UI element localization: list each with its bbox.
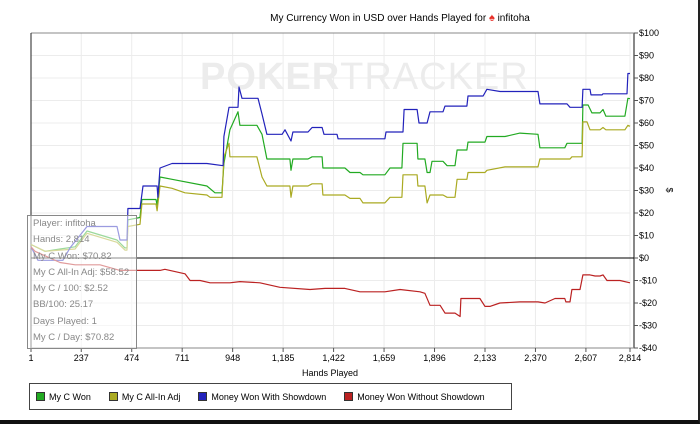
x-tick-label: 2,133 xyxy=(474,353,497,363)
y-tick-label: $0 xyxy=(639,253,649,263)
x-tick-label: 711 xyxy=(175,353,189,363)
stat-player: Player: infitoha xyxy=(33,218,96,229)
chart-title: My Currency Won in USD over Hands Played… xyxy=(0,12,700,24)
stat-days-played: Days Played: 1 xyxy=(33,315,97,327)
series-won-with-showdown-line xyxy=(30,72,630,261)
stat-allin-adj: My C All-In Adj: $58.52 xyxy=(33,266,130,278)
x-tick-label: 2,607 xyxy=(575,353,598,363)
legend-swatch xyxy=(36,392,45,401)
chart-title-player: infitoha xyxy=(497,13,530,24)
stat-per-100: My C / 100: $2.52 xyxy=(33,283,108,295)
legend-item-my-c-won[interactable]: My C Won xyxy=(36,392,91,402)
x-tick-label: 1 xyxy=(28,353,33,363)
x-tick-label: 237 xyxy=(74,353,89,363)
legend-swatch xyxy=(108,392,118,401)
series-all-in-adj-line xyxy=(30,121,631,252)
y-tick-label: -$10 xyxy=(639,276,657,286)
x-tick-label: 2,814 xyxy=(619,353,642,363)
legend-swatch xyxy=(344,392,354,401)
x-axis-label: Hands Played xyxy=(301,368,359,378)
legend-item-non-showdown[interactable]: Money Won Without Showdown xyxy=(344,391,485,402)
x-tick-label: 1,422 xyxy=(322,353,345,363)
stat-won: My C Won: $70.82 xyxy=(33,250,112,262)
y-tick-label: $30 xyxy=(639,186,654,196)
y-tick-label: $60 xyxy=(639,118,654,128)
y-tick-label: $100 xyxy=(639,28,659,38)
series-won-without-showdown-line xyxy=(30,246,631,318)
x-tick-label: 474 xyxy=(124,353,139,363)
x-tick-label: 948 xyxy=(225,353,240,363)
stats-overlay: Player: infitoha Hands: 2,814 My C Won: … xyxy=(27,215,137,349)
x-tick-label: 1,659 xyxy=(373,353,396,363)
legend-label: Money Won With Showdown xyxy=(211,391,327,402)
stat-hands: Hands: 2,814 xyxy=(33,234,90,246)
legend-item-showdown[interactable]: Money Won With Showdown xyxy=(198,392,326,402)
legend-label: My C Won xyxy=(49,391,91,402)
x-tick-label: 1,896 xyxy=(423,353,446,363)
y-tick-label: $50 xyxy=(639,141,654,151)
y-tick-label: $90 xyxy=(639,51,654,61)
y-axis-label: $ xyxy=(664,187,675,193)
y-tick-label: $10 xyxy=(639,231,654,241)
watermark-poker: POKER xyxy=(200,56,341,98)
y-tick-label: $70 xyxy=(639,96,654,106)
y-tick-label: -$30 xyxy=(639,321,657,331)
stat-per-day: My C / Day: $70.82 xyxy=(33,332,115,344)
x-tick-label: 2,370 xyxy=(524,353,547,363)
legend-label: My C All-In Adj xyxy=(121,391,181,402)
legend-swatch xyxy=(198,392,208,401)
y-tick-label: -$40 xyxy=(639,343,657,353)
x-tick-label: 1,185 xyxy=(272,353,295,363)
legend-label: Money Won Without Showdown xyxy=(357,391,485,402)
y-tick-label: $80 xyxy=(639,73,654,83)
chart-title-text: My Currency Won in USD over Hands Played… xyxy=(270,13,487,24)
spade-icon: ♠ xyxy=(488,12,495,24)
series-my-c-won-line xyxy=(30,97,631,252)
stat-bb-100: BB/100: 25.17 xyxy=(33,299,94,311)
legend-item-all-in-adj[interactable]: My C All-In Adj xyxy=(108,391,181,402)
y-tick-label: -$20 xyxy=(639,298,657,308)
y-tick-label: $40 xyxy=(639,163,654,173)
y-tick-label: $20 xyxy=(639,208,654,218)
chart-legend: My C Won My C All-In Adj Money Won With … xyxy=(29,383,512,410)
